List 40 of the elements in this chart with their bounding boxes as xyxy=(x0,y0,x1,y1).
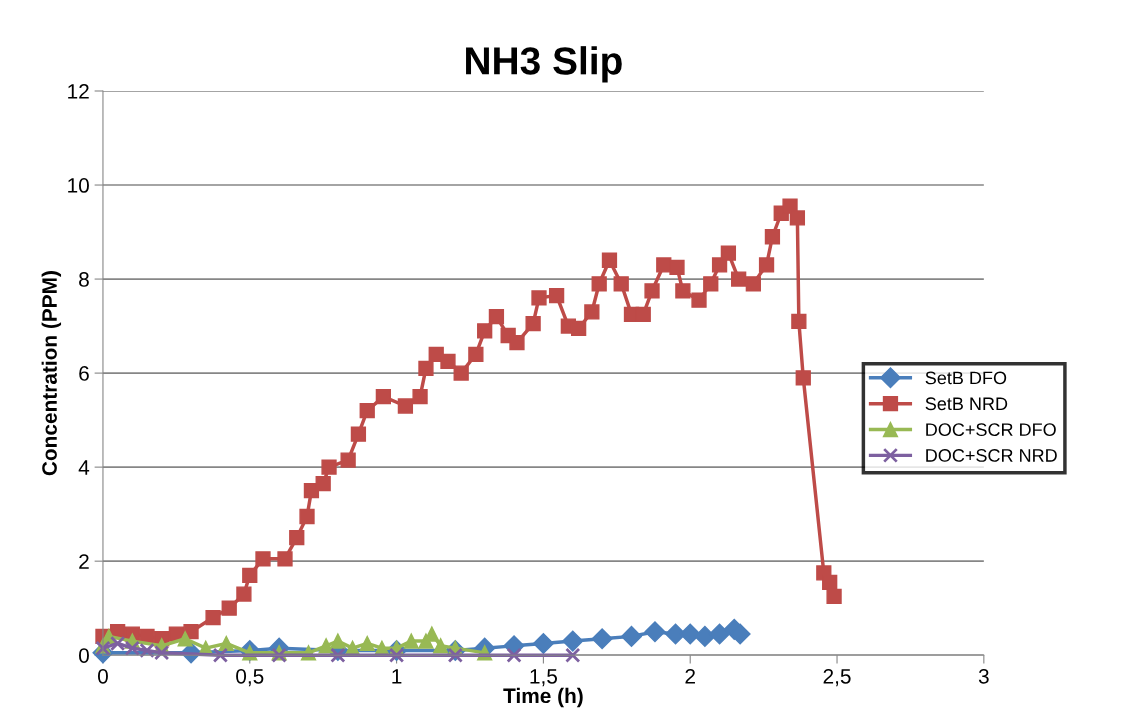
x-tick-label: 0,5 xyxy=(236,668,264,687)
legend-label: DOC+SCR NRD xyxy=(926,449,1057,462)
legend-label: SetB DFO xyxy=(925,371,1007,385)
point xyxy=(432,638,449,654)
point xyxy=(110,635,126,652)
point xyxy=(218,635,234,652)
point xyxy=(679,623,701,645)
point xyxy=(212,647,229,663)
x-tick-label: 0 xyxy=(97,668,108,684)
point xyxy=(644,621,666,643)
point xyxy=(694,625,716,647)
legend-label: DOC+SCR DFO xyxy=(926,423,1056,437)
x-axis-title: Time (h) xyxy=(503,687,583,708)
x-tick-label: 3 xyxy=(978,668,989,684)
y-tick-label: 4 xyxy=(78,460,90,475)
point xyxy=(709,623,731,645)
point xyxy=(403,633,419,649)
y-tick-label: 12 xyxy=(68,84,89,99)
point xyxy=(330,633,346,649)
chart-title: NH3 Slip xyxy=(466,46,622,83)
x-tick-label: 1 xyxy=(392,669,402,684)
point xyxy=(506,647,522,663)
x-tick-label: 1,5 xyxy=(530,669,558,687)
point xyxy=(532,632,554,654)
point xyxy=(565,647,581,663)
x-tick-label: 2,5 xyxy=(823,668,851,687)
y-tick-label: 6 xyxy=(79,366,89,381)
legend-label: SetB NRD xyxy=(925,397,1008,411)
y-tick-label: 10 xyxy=(68,178,89,193)
point xyxy=(359,635,375,652)
y-axis-title: Concentration (PPM) xyxy=(41,271,62,476)
y-tick-label: 8 xyxy=(79,272,89,287)
y-tick-label: 2 xyxy=(79,554,89,569)
point xyxy=(620,625,643,647)
x-tick-label: 2 xyxy=(685,668,695,684)
y-tick-label: 0 xyxy=(78,648,89,663)
point xyxy=(177,631,193,647)
point xyxy=(591,628,613,650)
point xyxy=(330,647,346,663)
point xyxy=(562,630,584,652)
